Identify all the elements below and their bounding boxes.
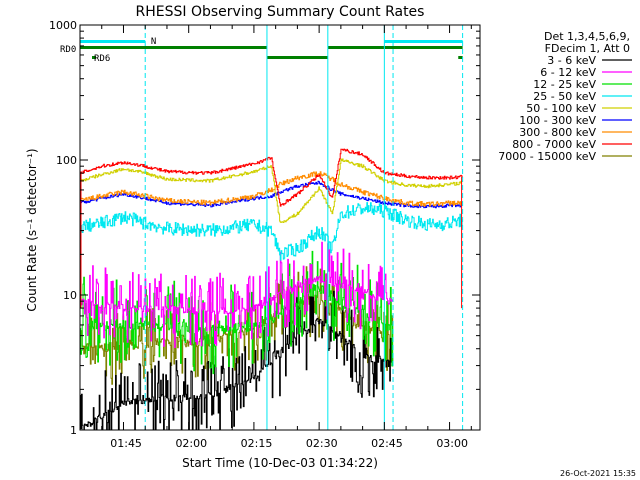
legend-entry-label-3: 12 - 25 keV (533, 78, 596, 91)
legend-header-line-1: Det 1,3,4,5,6,9, (544, 30, 630, 43)
legend-entry-label-8: 800 - 7000 keV (512, 138, 596, 151)
x-tick-label-2: 02:00 (175, 437, 207, 450)
legend-entry-label-9: 7000 - 15000 keV (498, 150, 596, 163)
annotation-rd0: RD0 (60, 45, 76, 55)
rd6-flag-bar-1 (92, 56, 96, 59)
plot-frame (79, 24, 481, 431)
series-line-7 (80, 171, 463, 207)
x-tick-label-6: 03:00 (436, 437, 468, 450)
series-line-4 (80, 202, 463, 261)
n-flag-bar-1 (80, 40, 146, 43)
legend: Det 1,3,4,5,6,9, FDecim 1, Att 0 3 - 6 k… (498, 30, 632, 163)
annotation-n: N (151, 37, 156, 47)
x-tick-label-3: 02:15 (241, 437, 273, 450)
annotation-rd6: RD6 (94, 54, 110, 64)
series-line-2 (80, 241, 394, 348)
series-line-3 (80, 250, 394, 375)
x-axis-label: Start Time (10-Dec-03 01:34:22) (182, 456, 378, 470)
rd6-flag-bar-2 (266, 56, 328, 59)
rd6-flag-bar-3 (458, 56, 463, 59)
legend-entry-label-6: 100 - 300 keV (519, 114, 596, 127)
n-flag-bar-2 (384, 40, 463, 43)
footer-timestamp: 26-Oct-2021 15:35 (560, 469, 636, 478)
x-tick-label-1: 01:45 (110, 437, 142, 450)
x-tick-label-5: 02:45 (371, 437, 403, 450)
legend-entry-label-2: 6 - 12 keV (540, 66, 596, 79)
y-tick-label-2: 10 (63, 289, 77, 302)
legend-entry-label-4: 25 - 50 keV (533, 90, 596, 103)
legend-entry-label-1: 3 - 6 keV (547, 54, 596, 67)
y-tick-label-1: 1 (70, 424, 77, 437)
legend-header-line-2: FDecim 1, Att 0 (545, 42, 630, 55)
series-line-1 (80, 287, 394, 431)
chart-title: RHESSI Observing Summary Count Rates (136, 4, 425, 20)
rd0-flag-bar-1 (80, 46, 267, 49)
legend-entry-label-5: 50 - 100 keV (526, 102, 596, 115)
y-tick-label-3: 100 (56, 154, 77, 167)
y-tick-label-4: 1000 (49, 19, 77, 32)
series-line-5 (80, 158, 463, 223)
y-axis-label: Count Rate (s⁻¹ detector⁻¹) (25, 148, 39, 311)
rd0-flag-bar-2 (327, 46, 463, 49)
series-line-8 (80, 148, 463, 207)
legend-entry-label-7: 300 - 800 keV (519, 126, 596, 139)
x-tick-label-4: 02:30 (306, 437, 338, 450)
